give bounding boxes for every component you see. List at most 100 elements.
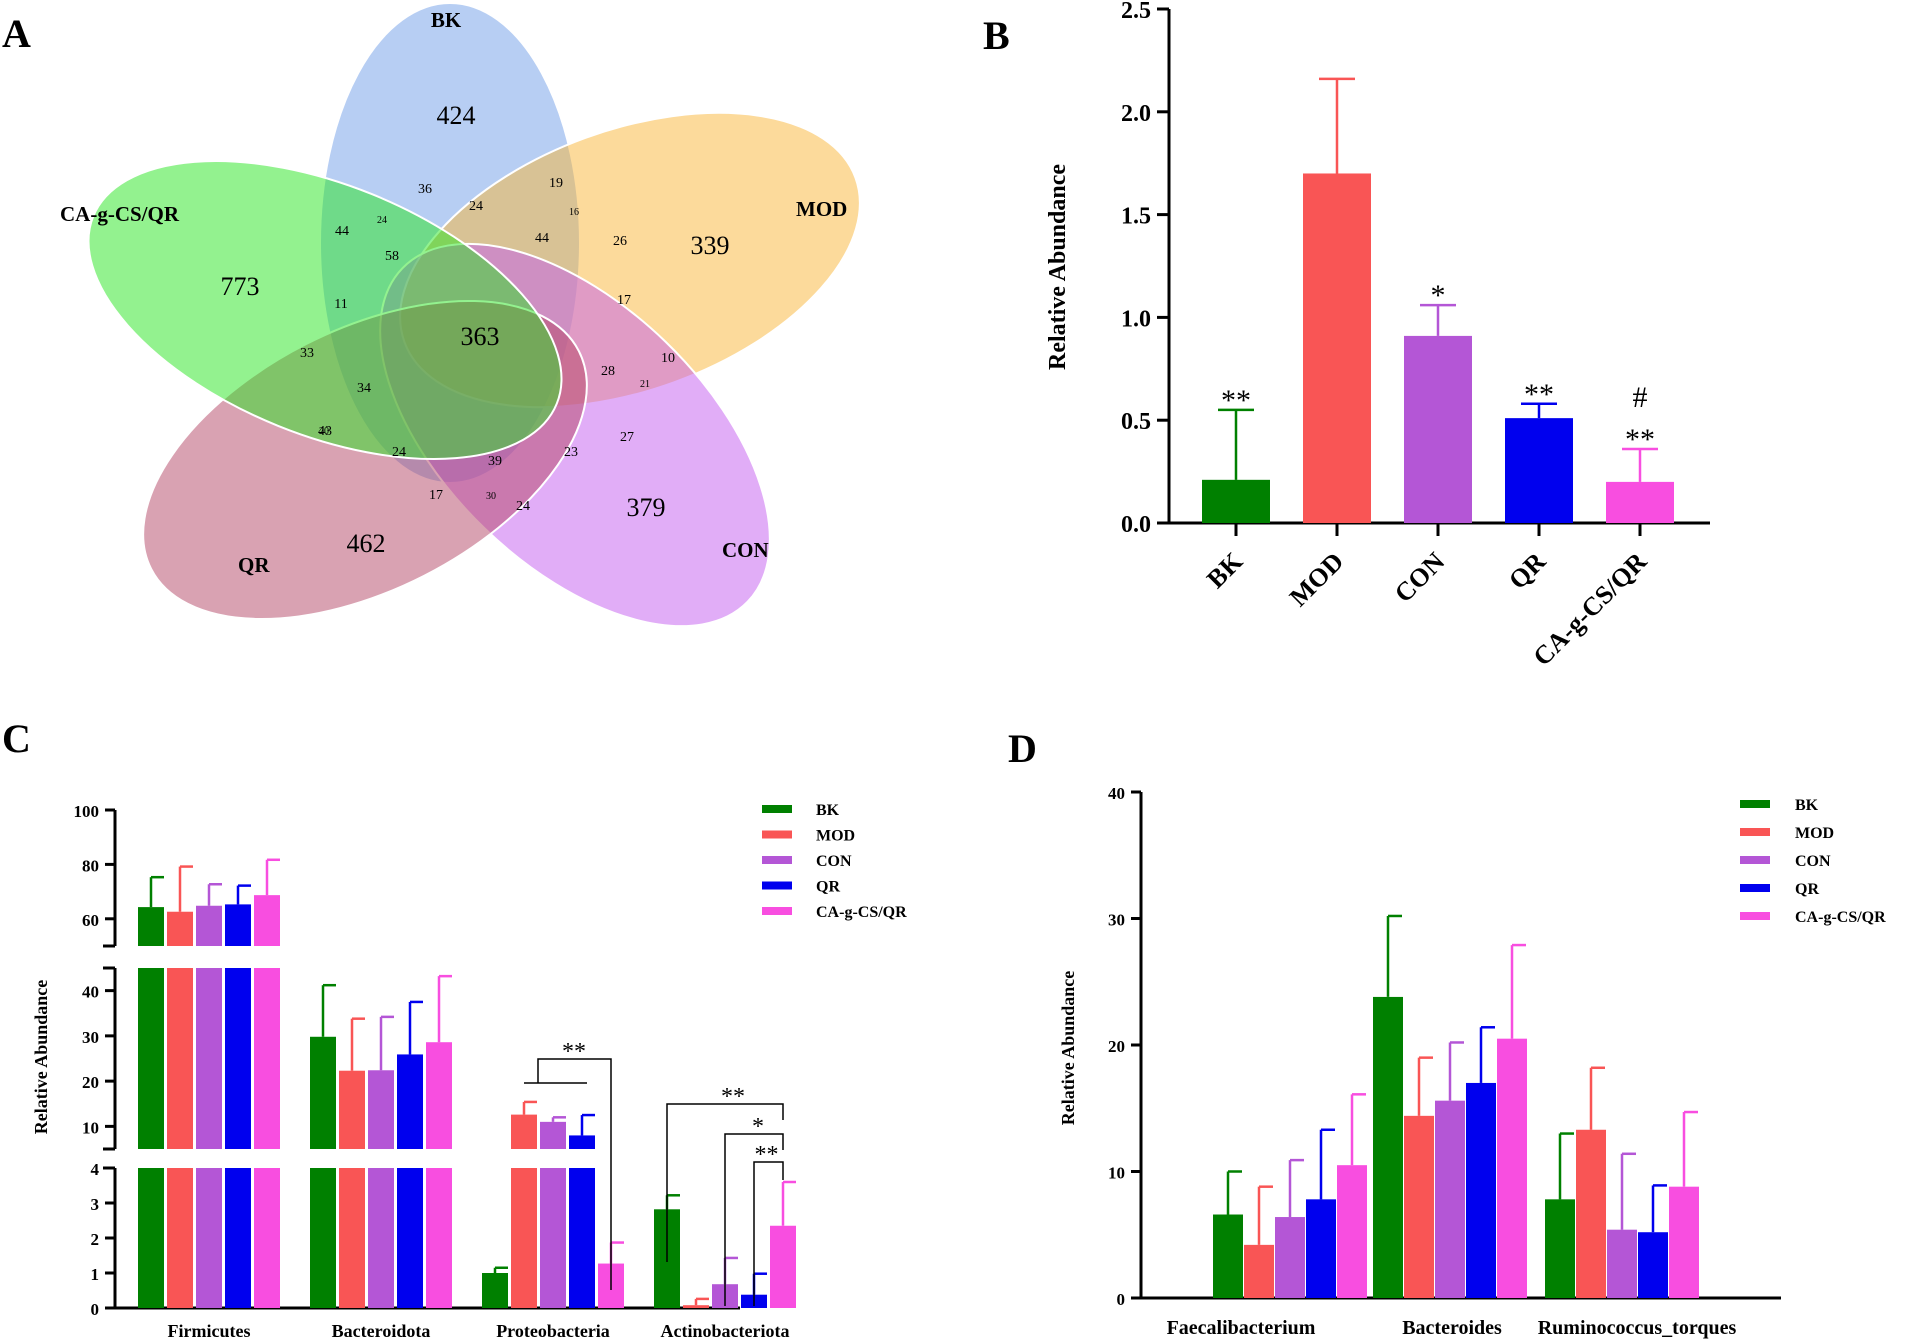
- venn-unique-bk: 424: [437, 101, 476, 130]
- chart-b-significance-label: **: [1221, 384, 1251, 417]
- chart-c-break-gap: [118, 1149, 743, 1168]
- chart-c-y-tick-label: 30: [82, 1028, 99, 1047]
- chart-c-legend-swatch: [762, 805, 792, 813]
- venn-region-count: 23: [564, 445, 578, 460]
- chart-d-y-axis-label: Relative Abundance: [1058, 971, 1078, 1126]
- chart-c-bar-bk: [482, 1273, 508, 1308]
- venn-region-count: 24: [377, 215, 387, 226]
- chart-c-significance-label: *: [752, 1114, 764, 1140]
- chart-b-bar-qr: [1505, 418, 1573, 523]
- venn-region-count: 11: [334, 297, 347, 312]
- chart-c-x-tick-label: Proteobacteria: [496, 1321, 610, 1341]
- chart-c-legend-label: CA-g-CS/QR: [816, 904, 907, 921]
- chart-d-y-tick-label: 30: [1108, 911, 1125, 930]
- venn-set-label-con: CON: [722, 538, 769, 562]
- venn-set-ca-g-cs-qr: [87, 159, 563, 461]
- chart-c-bar-bk: [138, 907, 164, 1308]
- chart-c-y-tick-label: 0: [91, 1300, 100, 1319]
- venn-diagram: BK MOD CON QR CA-g-CS/QR 424 339 379 462…: [60, 2, 861, 628]
- venn-region-count: 26: [613, 234, 627, 249]
- panel-label-c: C: [2, 716, 31, 761]
- chart-c-y-axis-label: Relative Abundance: [31, 980, 51, 1135]
- chart-c-legend-swatch: [762, 907, 792, 915]
- venn-unique-qr: 462: [347, 529, 386, 558]
- venn-region-count: 16: [569, 207, 579, 218]
- venn-unique-mod: 339: [691, 231, 730, 260]
- venn-region-count: 44: [335, 224, 349, 239]
- chart-d-bar-con: [1435, 1100, 1465, 1298]
- chart-b-y-tick-label: 1.5: [1121, 204, 1151, 230]
- chart-c-significance-bracket: [537, 1058, 612, 1290]
- chart-b-bar-con: [1404, 335, 1472, 523]
- chart-b-significance-label: #: [1633, 381, 1648, 414]
- venn-unique-con: 379: [627, 493, 666, 522]
- chart-d-bar-bk: [1545, 1199, 1575, 1298]
- chart-c-y-tick-label: 60: [82, 911, 99, 930]
- venn-region-count: 34: [357, 381, 371, 396]
- chart-c-legend-label: BK: [816, 802, 840, 819]
- chart-c-bar-mod: [683, 1305, 709, 1308]
- chart-c-bar-bk: [310, 1036, 336, 1308]
- chart-d-legend-label: MOD: [1795, 825, 1834, 842]
- chart-d-legend-label: CA-g-CS/QR: [1795, 909, 1886, 926]
- venn-region-count: 24: [516, 499, 530, 514]
- chart-c-legend-label: CON: [816, 853, 852, 870]
- chart-c-significance-label: **: [755, 1142, 779, 1168]
- venn-region-count: 24: [392, 445, 406, 460]
- panel-label-b: B: [983, 13, 1010, 58]
- chart-c-legend-swatch: [762, 830, 792, 839]
- venn-region-count: 44: [535, 231, 549, 246]
- chart-c-break-gap: [118, 946, 743, 968]
- venn-region-count: 19: [549, 176, 563, 191]
- chart-d-y-tick-label: 40: [1108, 784, 1125, 803]
- chart-d-legend-label: QR: [1795, 881, 1819, 898]
- venn-region-count: 39: [488, 454, 502, 469]
- chart-b-bar-mod: [1303, 173, 1371, 524]
- chart-c-y-tick-label: 80: [82, 856, 99, 875]
- chart-d-bar-con: [1607, 1229, 1637, 1298]
- chart-d-legend-label: CON: [1795, 853, 1831, 870]
- chart-d-bar-bk: [1213, 1214, 1243, 1298]
- chart-d-bar-bk: [1373, 996, 1403, 1298]
- venn-region-count: 33: [300, 346, 314, 361]
- chart-c-legend-swatch: [762, 856, 792, 864]
- venn-region-count: 17: [429, 488, 443, 503]
- chart-d-bar-mod: [1404, 1115, 1434, 1298]
- chart-d-legend-swatch: [1740, 828, 1770, 836]
- chart-d-bar-qr: [1638, 1232, 1668, 1298]
- chart-d-bar-con: [1275, 1217, 1305, 1298]
- chart-c-bar-mod: [167, 911, 193, 1308]
- chart-d-bar-qr: [1466, 1082, 1496, 1298]
- chart-d-x-tick-label: Ruminococcus_torques: [1538, 1317, 1737, 1339]
- chart-c-y-tick-label: 40: [82, 983, 99, 1002]
- chart-b-y-axis-label: Relative Abundance: [1045, 164, 1071, 370]
- chart-d-bar-mod: [1576, 1129, 1606, 1298]
- chart-b-significance-label: **: [1524, 378, 1554, 411]
- chart-c-legend-label: QR: [816, 879, 840, 896]
- chart-c-y-tick-label: 3: [91, 1195, 100, 1214]
- chart-d-y-tick-label: 0: [1117, 1290, 1126, 1309]
- chart-d-x-tick-label: Bacteroides: [1402, 1317, 1502, 1339]
- chart-b-significance-label: **: [1625, 423, 1655, 456]
- chart-b-x-tick-label: BK: [1201, 546, 1249, 594]
- chart-b-bar-ca-g-cs-qr: [1606, 481, 1674, 523]
- chart-d-bar-ca-g-cs-qr: [1337, 1165, 1367, 1298]
- chart-c: 0 1 2 3 4 10 20 30 40 60 80 100 Firmicutes Bacteroido…: [74, 802, 908, 1341]
- chart-c-significance-label: **: [562, 1039, 586, 1065]
- chart-c-y-tick-label: 20: [82, 1073, 99, 1092]
- venn-region-count: 36: [418, 182, 432, 197]
- chart-d: 0 10 20 30 40 Faecalibacterium Bacteroides Rumi…: [1108, 784, 1886, 1339]
- venn-region-count: 58: [385, 249, 399, 264]
- chart-b-y-tick-label: 2.0: [1121, 101, 1151, 127]
- chart-b-significance-label: *: [1431, 279, 1446, 312]
- chart-b-y-tick-label: 0.5: [1121, 409, 1151, 435]
- chart-b-y-tick-label: 2.5: [1121, 0, 1151, 24]
- chart-d-legend-swatch: [1740, 800, 1770, 808]
- chart-c-significance-bracket: [724, 1133, 784, 1306]
- venn-region-count: 21: [640, 379, 650, 390]
- chart-d-legend-swatch: [1740, 856, 1770, 864]
- venn-region-count: 43: [318, 424, 332, 439]
- chart-b-y-tick-label: 0.0: [1121, 512, 1151, 538]
- venn-region-count: 28: [601, 364, 615, 379]
- chart-c-bar-ca-g-cs-qr: [426, 1042, 452, 1308]
